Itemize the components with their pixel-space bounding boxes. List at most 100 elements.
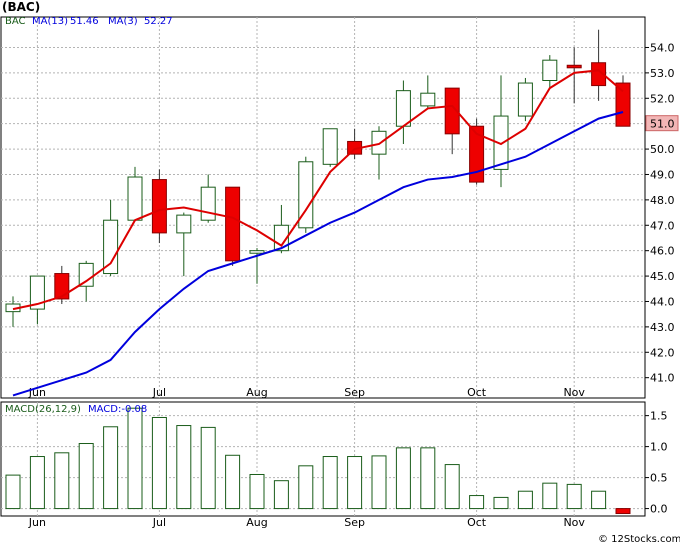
macd-y-tick-label: 0.0: [650, 503, 668, 516]
candle: [420, 75, 436, 109]
macd-y-tick-label: 1.0: [650, 441, 668, 454]
candle-body-up: [542, 59, 558, 81]
candle: [29, 275, 45, 325]
price-y-tick-label: 44.0: [650, 295, 675, 308]
macd-y-axis: 0.0 0.5 1.0 1.5: [645, 410, 668, 516]
legend-ma13-value: 51.46: [70, 16, 99, 27]
macd-x-tick-label: Sep: [344, 516, 365, 529]
macd-bar-negative: [615, 508, 631, 515]
price-y-tick-label: 48.0: [650, 194, 675, 207]
candle: [517, 77, 533, 122]
macd-legend-label: MACD(26,12,9): [5, 404, 81, 415]
macd-legend-value: MACD:-0.08: [88, 404, 147, 415]
macd-bar: [566, 483, 582, 510]
legend-ma3-label: MA(3): [108, 16, 138, 27]
last-price-marker: 51.0: [645, 115, 679, 132]
price-x-axis: Jun Jul Aug Sep Oct Nov: [28, 386, 586, 399]
candle-body-up: [322, 128, 338, 165]
macd-x-tick-label: Nov: [563, 516, 585, 529]
candle: [591, 29, 607, 101]
candle-body-down: [151, 179, 167, 234]
macd-bar: [78, 443, 94, 510]
price-grid: [1, 17, 645, 398]
price-panel: 41.0 42.0 43.0 44.0 45.0 46.0 47.0 48.0 49.0 50.0…: [0, 0, 679, 399]
candle-body-up: [200, 186, 216, 221]
candle-body-up: [420, 92, 436, 107]
macd-y-tick-label: 1.5: [650, 410, 668, 423]
macd-bar: [249, 473, 265, 510]
price-plot-area: [0, 16, 646, 399]
price-y-tick-label: 43.0: [650, 321, 675, 334]
candle: [78, 260, 94, 302]
price-x-tick-label: Sep: [344, 386, 365, 399]
candle-body-up: [371, 130, 387, 155]
macd-bar: [54, 452, 70, 510]
candle-body-down: [444, 87, 460, 135]
macd-bar: [591, 490, 607, 510]
macd-bar: [200, 426, 216, 510]
candle: [103, 199, 119, 277]
candle: [615, 75, 631, 127]
macd-x-tick-label: Jun: [28, 516, 46, 529]
candle: [225, 186, 241, 266]
price-y-tick-label: 54.0: [650, 41, 675, 54]
ma13-line: [12, 111, 624, 397]
macd-bar: [347, 456, 363, 510]
candle-body-up: [176, 214, 192, 234]
copyright-footer: © 12Stocks.com: [598, 534, 680, 545]
candle-body-up: [395, 90, 411, 127]
candle-body-down: [54, 273, 70, 300]
macd-bar: [493, 496, 509, 510]
candle: [469, 118, 485, 185]
candle-body-up: [249, 250, 265, 254]
macd-bar: [469, 495, 485, 510]
legend-ma13-label: MA(13): [32, 16, 68, 27]
macd-bar: [151, 416, 167, 510]
candlesticks: [5, 29, 631, 327]
price-y-tick-label: 50.0: [650, 143, 675, 156]
price-x-tick-label: Jul: [152, 386, 166, 399]
last-price-label: 51.0: [650, 118, 675, 131]
candle-body-up: [517, 82, 533, 117]
candle-body-down: [591, 62, 607, 87]
macd-bar: [273, 480, 289, 510]
candle: [176, 212, 192, 277]
price-y-tick-label: 46.0: [650, 245, 675, 258]
macd-bar: [225, 454, 241, 510]
candle: [127, 166, 143, 221]
candle: [322, 128, 338, 167]
macd-bar: [517, 490, 533, 510]
price-x-tick-label: Aug: [246, 386, 267, 399]
candle: [371, 126, 387, 180]
macd-bar: [395, 447, 411, 510]
price-x-tick-label: Nov: [563, 386, 585, 399]
candle-body-up: [298, 161, 314, 229]
candle-body-down: [566, 64, 582, 69]
macd-bar: [444, 464, 460, 510]
macd-bar: [420, 447, 436, 510]
candle: [151, 169, 167, 244]
price-y-tick-label: 52.0: [650, 92, 675, 105]
legend-symbol: BAC: [5, 16, 26, 27]
macd-bars: [5, 407, 631, 515]
chart-title: (BAC): [2, 0, 40, 14]
macd-bar: [103, 426, 119, 510]
candle: [54, 265, 70, 305]
macd-bar: [29, 456, 45, 510]
candle-body-down: [225, 186, 241, 262]
candle-body-down: [615, 82, 631, 127]
price-y-tick-label: 47.0: [650, 219, 675, 232]
candle-body-up: [29, 275, 45, 310]
macd-x-tick-label: Aug: [246, 516, 267, 529]
macd-bar: [298, 465, 314, 510]
price-x-tick-label: Oct: [467, 386, 487, 399]
macd-bar: [5, 474, 21, 510]
price-y-axis: 41.0 42.0 43.0 44.0 45.0 46.0 47.0 48.0 49.0 50.0…: [645, 41, 675, 385]
candle: [444, 87, 460, 155]
ma3-line: [12, 69, 624, 311]
price-y-tick-label: 45.0: [650, 270, 675, 283]
macd-bar: [127, 407, 143, 510]
candle-body-up: [78, 262, 94, 287]
